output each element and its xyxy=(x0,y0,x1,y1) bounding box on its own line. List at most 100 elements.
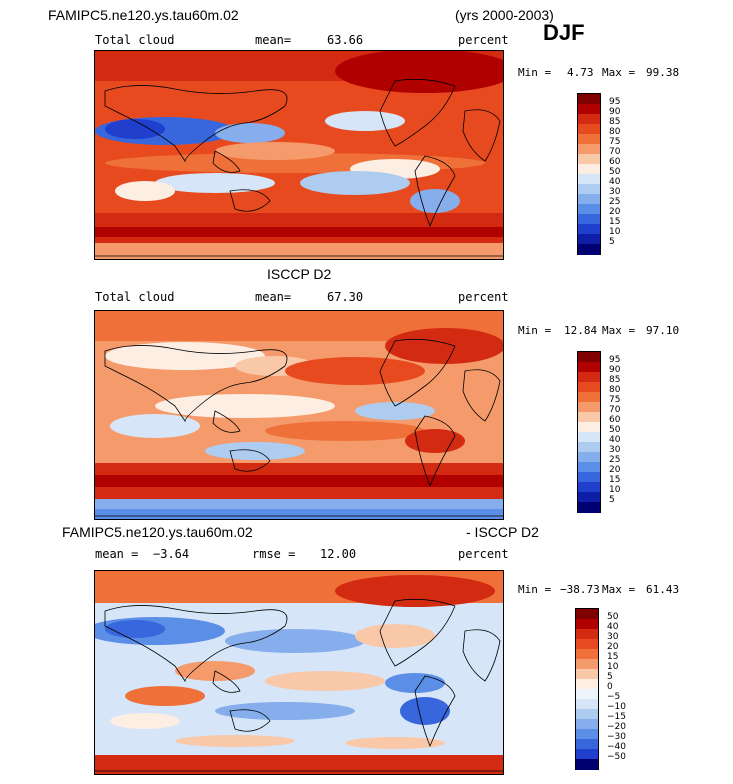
colorbar-swatch xyxy=(578,402,600,413)
colorbar-tick-label: 30 xyxy=(607,632,619,642)
colorbar-swatch xyxy=(578,422,600,433)
colorbar-swatch xyxy=(578,352,600,363)
colorbar-tick-label: 5 xyxy=(609,237,615,247)
colorbar-swatch xyxy=(578,362,600,373)
colorbar-tick-label: 85 xyxy=(609,117,621,127)
colorbar-tick-label: 20 xyxy=(609,207,621,217)
panel2-title: ISCCP D2 xyxy=(267,266,332,282)
panel3-max-label: Max = xyxy=(602,583,636,596)
colorbar-tick-label: 40 xyxy=(607,622,619,632)
colorbar-tick-label: 60 xyxy=(609,415,621,425)
colorbar-tick-label: 90 xyxy=(609,107,621,117)
panel3-mean-value: −3.64 xyxy=(153,547,190,561)
colorbar-swatch xyxy=(576,749,598,760)
panel3-colorbar xyxy=(575,608,599,770)
colorbar-swatch xyxy=(576,699,598,710)
colorbar-swatch xyxy=(576,729,598,740)
panel2-field xyxy=(95,311,503,519)
colorbar-tick-label: 40 xyxy=(609,435,621,445)
colorbar-tick-label: 15 xyxy=(609,475,621,485)
panel1-map xyxy=(94,50,504,260)
colorbar-tick-label: 80 xyxy=(609,385,621,395)
colorbar-swatch xyxy=(578,184,600,195)
panel1-colorbar xyxy=(577,93,601,255)
colorbar-swatch xyxy=(578,144,600,155)
colorbar-swatch xyxy=(576,679,598,690)
colorbar-tick-label: 5 xyxy=(607,672,613,682)
colorbar-tick-label: −30 xyxy=(607,732,626,742)
panel1-variable: Total cloud xyxy=(95,33,175,47)
colorbar-tick-label: 15 xyxy=(607,652,619,662)
colorbar-swatch xyxy=(578,382,600,393)
model-title: FAMIPC5.ne120.ys.tau60m.02 xyxy=(48,7,239,23)
colorbar-swatch xyxy=(578,472,600,483)
colorbar-swatch xyxy=(578,482,600,493)
panel3-units: percent xyxy=(458,547,509,561)
panel2-min-value: 12.84 xyxy=(564,324,598,337)
colorbar-swatch xyxy=(576,629,598,640)
panel1-min-value: 4.73 xyxy=(567,66,594,79)
panel3-max-value: 61.43 xyxy=(646,583,680,596)
colorbar-tick-label: 30 xyxy=(609,187,621,197)
years-label: (yrs 2000-2003) xyxy=(455,7,554,23)
colorbar-tick-label: 75 xyxy=(609,395,621,405)
colorbar-swatch xyxy=(578,174,600,185)
colorbar-tick-label: 95 xyxy=(609,355,621,365)
panel1-mean-label: mean= xyxy=(255,33,292,47)
colorbar-swatch xyxy=(576,759,598,770)
season-label: DJF xyxy=(543,20,585,45)
colorbar-tick-label: 30 xyxy=(609,445,621,455)
panel3-map xyxy=(94,570,504,775)
panel1-units: percent xyxy=(458,33,509,47)
colorbar-tick-label: 50 xyxy=(609,167,621,177)
colorbar-tick-label: −50 xyxy=(607,752,626,762)
colorbar-tick-label: −15 xyxy=(607,712,626,722)
colorbar-tick-label: 0 xyxy=(607,682,613,692)
colorbar-swatch xyxy=(576,739,598,750)
colorbar-swatch xyxy=(578,134,600,145)
colorbar-swatch xyxy=(576,659,598,670)
colorbar-swatch xyxy=(578,164,600,175)
colorbar-swatch xyxy=(578,154,600,165)
colorbar-tick-label: 25 xyxy=(609,455,621,465)
panel3-rmse-value: 12.00 xyxy=(320,547,357,561)
colorbar-tick-label: 70 xyxy=(609,147,621,157)
colorbar-swatch xyxy=(576,609,598,620)
colorbar-swatch xyxy=(578,432,600,443)
colorbar-swatch xyxy=(578,104,600,115)
colorbar-tick-label: −5 xyxy=(607,692,621,702)
colorbar-tick-label: 10 xyxy=(607,662,619,672)
colorbar-swatch xyxy=(578,194,600,205)
panel3-rmse-label: rmse = xyxy=(252,547,296,561)
colorbar-tick-label: 95 xyxy=(609,97,621,107)
panel2-map xyxy=(94,310,504,520)
colorbar-swatch xyxy=(576,689,598,700)
colorbar-tick-label: 75 xyxy=(609,137,621,147)
colorbar-tick-label: 10 xyxy=(609,485,621,495)
colorbar-swatch xyxy=(578,214,600,225)
panel2-variable: Total cloud xyxy=(95,290,175,304)
panel1-max-value: 99.38 xyxy=(646,66,680,79)
colorbar-swatch xyxy=(578,234,600,245)
colorbar-swatch xyxy=(578,392,600,403)
colorbar-swatch xyxy=(578,452,600,463)
panel2-units: percent xyxy=(458,290,509,304)
colorbar-swatch xyxy=(578,94,600,105)
colorbar-swatch xyxy=(578,224,600,235)
colorbar-swatch xyxy=(578,492,600,503)
colorbar-tick-label: 50 xyxy=(609,425,621,435)
colorbar-tick-label: 60 xyxy=(609,157,621,167)
colorbar-swatch xyxy=(576,649,598,660)
colorbar-swatch xyxy=(576,639,598,650)
colorbar-swatch xyxy=(578,372,600,383)
panel3-min-value: −38.73 xyxy=(560,583,600,596)
panel2-max-value: 97.10 xyxy=(646,324,680,337)
colorbar-swatch xyxy=(576,669,598,680)
colorbar-tick-label: 5 xyxy=(609,495,615,505)
panel3-mean-label: mean = xyxy=(95,547,139,561)
panel3-min-label: Min = xyxy=(518,583,552,596)
colorbar-swatch xyxy=(578,244,600,255)
colorbar-swatch xyxy=(578,124,600,135)
panel3-field xyxy=(95,571,503,774)
colorbar-tick-label: −10 xyxy=(607,702,626,712)
